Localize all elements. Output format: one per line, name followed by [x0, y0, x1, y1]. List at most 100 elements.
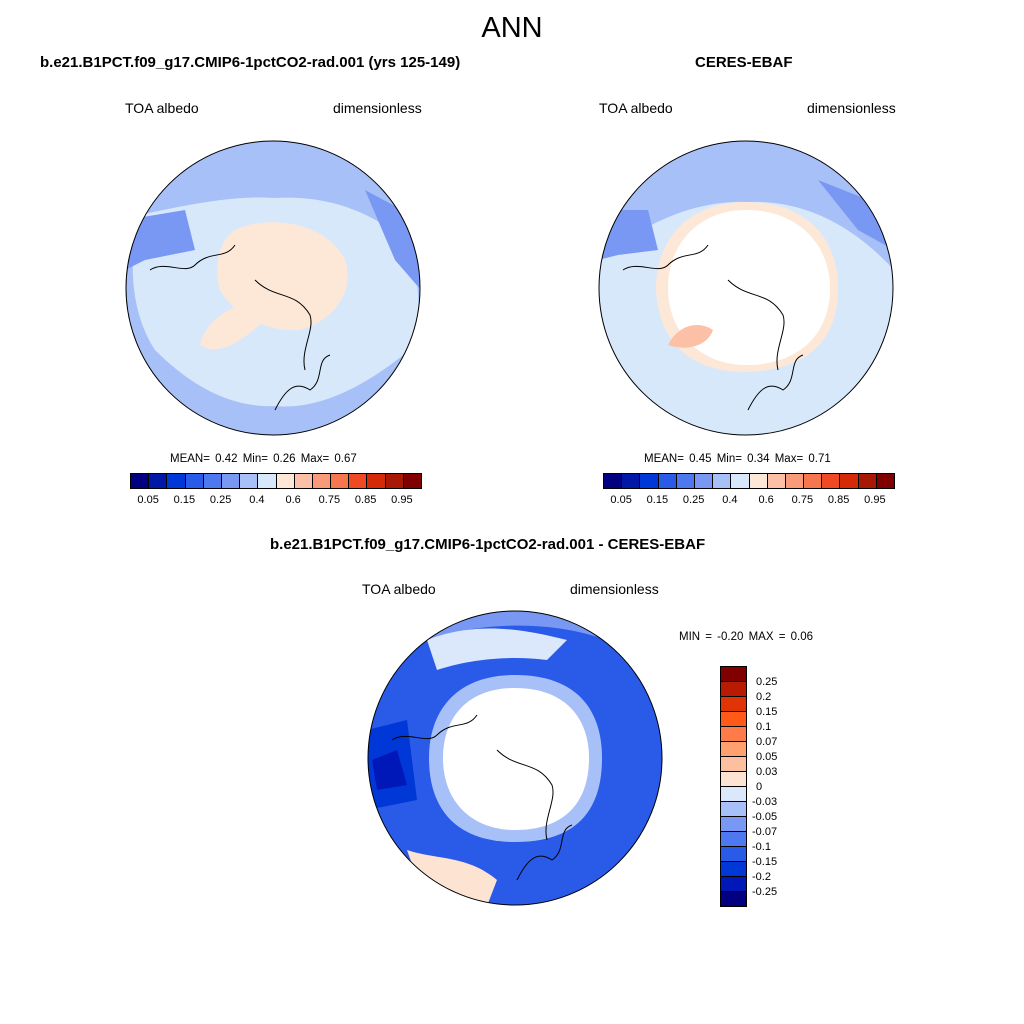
obs-map-boundary: [598, 140, 894, 436]
colorbar-tick-label: 0.85: [827, 494, 850, 506]
obs-colorbar: [603, 473, 895, 489]
colorbar-swatch: [293, 474, 312, 488]
colorbar-swatch: [693, 474, 713, 488]
colorbar-swatch: [748, 474, 767, 488]
model-variable-label: TOA albedo: [125, 100, 199, 116]
model-colorbar-ticks: 0.05 0.15 0.25 0.4 0.6 0.75 0.85 0.95: [130, 494, 422, 508]
obs-polar-map: [598, 140, 894, 436]
colorbar-swatch: [721, 741, 746, 756]
colorbar-tick-label: 0.6: [758, 494, 774, 506]
colorbar-swatch: [639, 474, 658, 488]
colorbar-swatch: [257, 474, 276, 488]
colorbar-swatch: [721, 771, 746, 786]
diff-colorbar-ticks: 0.25 0.2 0.15 0.1 0.07 0.05 0.03 0 -0.03 -0.05 -0.…: [752, 666, 792, 906]
model-colorbar: [130, 473, 422, 489]
colorbar-tick-label: 0.25: [209, 494, 232, 506]
colorbar-swatch: [148, 474, 167, 488]
colorbar-tick-label: 0.05: [756, 751, 778, 763]
colorbar-tick-label: 0.15: [756, 706, 778, 718]
colorbar-swatch: [721, 861, 746, 876]
colorbar-swatch: [721, 681, 746, 696]
colorbar-swatch: [784, 474, 804, 488]
colorbar-tick-label: 0.95: [864, 494, 886, 506]
figure-title: ANN: [481, 12, 543, 44]
colorbar-tick-label: -0.15: [752, 856, 778, 868]
colorbar-swatch: [721, 711, 746, 726]
colorbar-swatch: [657, 474, 676, 488]
colorbar-swatch: [220, 474, 240, 488]
colorbar-swatch: [721, 696, 746, 711]
obs-panel-title: CERES-EBAF: [695, 54, 793, 71]
colorbar-tick-label: 0.03: [756, 766, 778, 778]
diff-map-missing: [443, 688, 589, 830]
colorbar-swatch: [330, 474, 349, 488]
diff-variable-label: TOA albedo: [362, 581, 436, 597]
colorbar-tick-label: 0.6: [285, 494, 301, 506]
colorbar-tick-label: 0: [756, 781, 763, 793]
colorbar-swatch: [721, 846, 746, 861]
obs-map-greenland: [668, 325, 713, 348]
obs-map-outer-band: [599, 141, 893, 270]
colorbar-swatch: [402, 474, 421, 488]
colorbar-swatch: [275, 474, 294, 488]
model-polar-map: [125, 140, 421, 436]
colorbar-tick-label: 0.75: [318, 494, 341, 506]
colorbar-swatch: [311, 474, 331, 488]
colorbar-tick-label: 0.05: [610, 494, 632, 506]
model-stats: MEAN= 0.42 Min= 0.26 Max= 0.67: [170, 453, 357, 465]
colorbar-swatch: [721, 876, 746, 891]
diff-map-darkest-west: [372, 750, 407, 790]
colorbar-swatch: [166, 474, 185, 488]
colorbar-tick-label: -0.25: [752, 886, 778, 898]
diff-polar-map: [367, 610, 663, 906]
colorbar-tick-label: 0.75: [791, 494, 814, 506]
colorbar-tick-label: 0.2: [756, 691, 772, 703]
colorbar-swatch: [721, 726, 746, 741]
colorbar-swatch: [184, 474, 203, 488]
obs-variable-label: TOA albedo: [599, 100, 673, 116]
colorbar-swatch: [721, 786, 746, 801]
colorbar-swatch: [239, 474, 258, 488]
colorbar-swatch: [348, 474, 367, 488]
colorbar-swatch: [604, 474, 622, 488]
colorbar-tick-label: 0.85: [354, 494, 377, 506]
colorbar-swatch: [131, 474, 149, 488]
colorbar-tick-label: 0.15: [173, 494, 196, 506]
colorbar-swatch: [803, 474, 822, 488]
colorbar-swatch: [839, 474, 858, 488]
diff-map-boundary: [367, 610, 663, 906]
diff-panel-title: b.e21.B1PCT.f09_g17.CMIP6-1pctCO2-rad.00…: [270, 536, 706, 553]
colorbar-swatch: [712, 474, 731, 488]
colorbar-tick-label: 0.4: [722, 494, 738, 506]
diff-stats: MIN = -0.20 MAX = 0.06: [679, 631, 814, 643]
colorbar-swatch: [721, 831, 746, 846]
colorbar-swatch: [621, 474, 640, 488]
model-map-boundary: [125, 140, 421, 436]
colorbar-swatch: [721, 756, 746, 771]
colorbar-swatch: [821, 474, 840, 488]
colorbar-swatch: [875, 474, 894, 488]
colorbar-tick-label: -0.07: [752, 826, 778, 838]
colorbar-swatch: [366, 474, 385, 488]
model-panel-title: b.e21.B1PCT.f09_g17.CMIP6-1pctCO2-rad.00…: [40, 54, 461, 71]
colorbar-swatch: [857, 474, 876, 488]
colorbar-tick-label: 0.95: [391, 494, 413, 506]
obs-map-missing: [668, 210, 830, 365]
model-units-label: dimensionless: [333, 100, 422, 116]
colorbar-tick-label: 0.25: [756, 676, 778, 688]
colorbar-tick-label: -0.2: [752, 871, 771, 883]
colorbar-swatch: [202, 474, 221, 488]
colorbar-tick-label: -0.03: [752, 796, 778, 808]
colorbar-swatch: [721, 801, 746, 816]
colorbar-tick-label: 0.07: [756, 736, 778, 748]
colorbar-swatch: [675, 474, 694, 488]
colorbar-tick-label: 0.1: [756, 721, 772, 733]
colorbar-swatch: [766, 474, 785, 488]
colorbar-tick-label: -0.1: [752, 841, 771, 853]
colorbar-tick-label: 0.4: [249, 494, 265, 506]
colorbar-swatch: [730, 474, 749, 488]
obs-map-dark-patch-2: [818, 180, 893, 250]
colorbar-swatch: [721, 816, 746, 831]
model-map-greenland: [200, 301, 270, 350]
diff-colorbar: [720, 666, 747, 907]
